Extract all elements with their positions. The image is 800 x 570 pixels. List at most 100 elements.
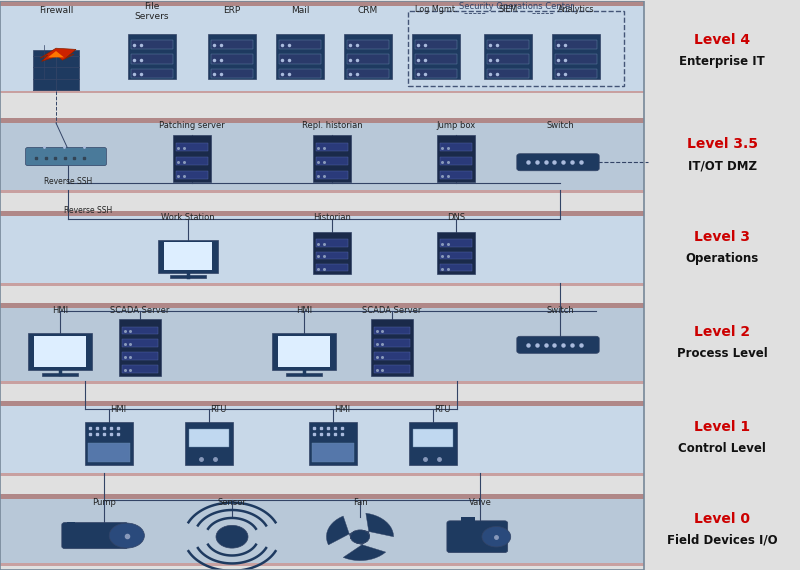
Bar bbox=[412, 34, 460, 79]
Text: Pump: Pump bbox=[92, 498, 116, 507]
Bar bbox=[170, 275, 206, 278]
Text: Fan: Fan bbox=[353, 498, 367, 507]
Text: SCADA Server: SCADA Server bbox=[110, 306, 170, 315]
Bar bbox=[487, 69, 529, 78]
Bar bbox=[0, 1, 644, 6]
Bar bbox=[440, 264, 472, 271]
Bar bbox=[413, 429, 453, 447]
Bar bbox=[0, 210, 644, 215]
Bar bbox=[313, 135, 351, 182]
Bar bbox=[461, 518, 475, 524]
Bar bbox=[487, 54, 529, 64]
Text: Valve: Valve bbox=[469, 498, 491, 507]
Bar bbox=[122, 365, 158, 373]
Text: Level 3.5: Level 3.5 bbox=[686, 137, 758, 151]
Text: ERP: ERP bbox=[223, 6, 241, 15]
Bar bbox=[88, 443, 130, 462]
Text: Work Station: Work Station bbox=[161, 213, 215, 222]
Text: IT/OT DMZ: IT/OT DMZ bbox=[687, 159, 757, 172]
Bar bbox=[278, 336, 330, 367]
Text: SCADA Server: SCADA Server bbox=[362, 306, 422, 315]
Text: Level 3: Level 3 bbox=[694, 230, 750, 244]
FancyBboxPatch shape bbox=[62, 523, 128, 549]
Bar bbox=[316, 157, 348, 165]
Bar bbox=[176, 157, 208, 165]
Bar bbox=[0, 1, 644, 570]
Bar bbox=[552, 34, 600, 79]
Bar bbox=[279, 54, 321, 64]
Bar bbox=[440, 252, 472, 259]
Text: Log Mgmt.: Log Mgmt. bbox=[414, 5, 458, 14]
Bar bbox=[415, 69, 457, 78]
Bar bbox=[158, 239, 218, 272]
Bar bbox=[131, 54, 173, 64]
Bar bbox=[0, 283, 644, 286]
Text: Historian: Historian bbox=[313, 213, 351, 222]
Bar bbox=[316, 252, 348, 259]
Bar bbox=[119, 319, 161, 376]
Text: Field Devices I/O: Field Devices I/O bbox=[666, 534, 778, 547]
Bar bbox=[0, 499, 644, 563]
Text: Switch: Switch bbox=[546, 120, 574, 129]
Bar bbox=[0, 91, 644, 93]
Bar bbox=[211, 54, 253, 64]
Bar bbox=[0, 190, 644, 193]
Bar bbox=[347, 69, 389, 78]
Bar bbox=[309, 422, 357, 465]
Bar bbox=[286, 373, 322, 376]
Bar bbox=[176, 143, 208, 152]
Text: SIEM: SIEM bbox=[498, 5, 518, 14]
Bar bbox=[312, 443, 354, 462]
Text: Level 1: Level 1 bbox=[694, 420, 750, 434]
Bar bbox=[0, 6, 644, 91]
Bar bbox=[437, 231, 475, 274]
Bar bbox=[316, 264, 348, 271]
Bar bbox=[208, 34, 256, 79]
Text: CRM: CRM bbox=[358, 6, 378, 15]
Bar bbox=[374, 327, 410, 334]
Bar bbox=[440, 239, 472, 247]
Text: Control Level: Control Level bbox=[678, 442, 766, 455]
Circle shape bbox=[216, 526, 248, 548]
Circle shape bbox=[350, 530, 370, 544]
Bar bbox=[0, 123, 644, 190]
Bar bbox=[440, 170, 472, 179]
Text: Security Operations Center: Security Operations Center bbox=[458, 2, 574, 11]
Bar bbox=[374, 352, 410, 360]
Polygon shape bbox=[40, 48, 76, 62]
Text: HMI: HMI bbox=[334, 405, 350, 414]
Bar bbox=[316, 170, 348, 179]
FancyBboxPatch shape bbox=[447, 521, 508, 553]
FancyBboxPatch shape bbox=[517, 336, 599, 353]
Bar bbox=[555, 54, 597, 64]
Bar bbox=[33, 50, 79, 90]
Bar bbox=[440, 157, 472, 165]
Text: Level 2: Level 2 bbox=[694, 325, 750, 339]
Bar bbox=[555, 69, 597, 78]
Bar bbox=[374, 339, 410, 347]
Text: Firewall: Firewall bbox=[39, 6, 73, 15]
Text: DNS: DNS bbox=[447, 213, 465, 222]
Polygon shape bbox=[326, 516, 355, 545]
Bar bbox=[347, 54, 389, 64]
Text: Servers: Servers bbox=[134, 12, 170, 21]
Bar bbox=[415, 40, 457, 49]
Polygon shape bbox=[343, 541, 386, 561]
Circle shape bbox=[109, 523, 145, 548]
Bar bbox=[371, 319, 413, 376]
Text: Sensor: Sensor bbox=[218, 498, 246, 507]
Bar bbox=[163, 242, 212, 270]
Text: Analytics: Analytics bbox=[558, 5, 594, 14]
Bar bbox=[0, 215, 644, 283]
Bar bbox=[0, 118, 644, 123]
Bar bbox=[42, 373, 78, 376]
Bar bbox=[34, 336, 86, 367]
Circle shape bbox=[482, 527, 510, 547]
Bar bbox=[272, 333, 336, 370]
Bar bbox=[0, 406, 644, 473]
Bar bbox=[437, 135, 475, 182]
Bar bbox=[66, 522, 74, 528]
Bar bbox=[173, 135, 211, 182]
Bar bbox=[131, 40, 173, 49]
Bar bbox=[189, 429, 229, 447]
